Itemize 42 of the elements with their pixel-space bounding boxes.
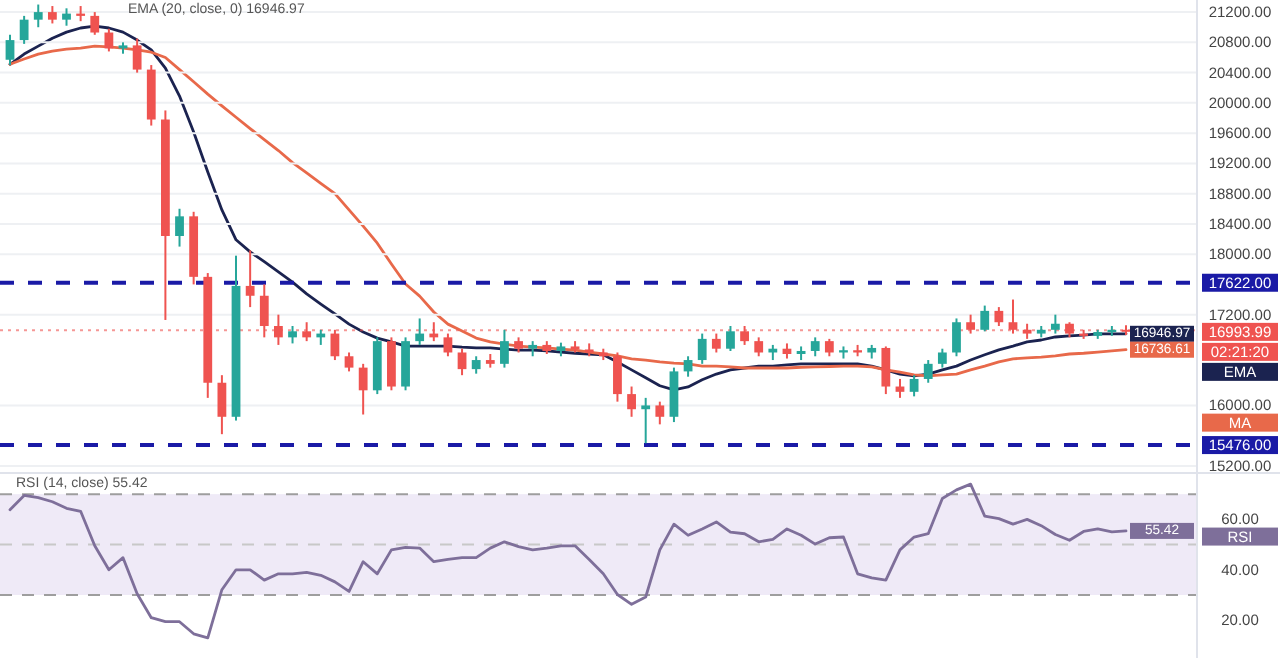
candlestick — [810, 336, 820, 358]
candlestick — [19, 14, 29, 45]
candlestick — [740, 325, 749, 346]
candlestick — [980, 304, 990, 333]
candlestick — [274, 313, 283, 346]
candlestick — [104, 27, 114, 53]
candlestick — [627, 385, 636, 418]
candlestick — [966, 313, 976, 335]
candlestick — [754, 336, 764, 358]
candlestick — [90, 11, 100, 36]
candlestick — [881, 345, 891, 396]
candlestick — [401, 336, 410, 392]
candlestick — [839, 345, 848, 360]
candlestick — [443, 332, 453, 358]
candlestick — [1050, 313, 1060, 335]
candlestick — [669, 366, 679, 424]
candlestick — [415, 317, 425, 346]
candlestick — [302, 321, 312, 343]
candlestick — [697, 332, 707, 365]
candlestick — [33, 3, 43, 29]
candlestick — [245, 249, 255, 309]
candlestick — [358, 362, 368, 416]
candlestick — [344, 351, 354, 373]
candlestick — [259, 283, 269, 339]
candlestick — [726, 325, 735, 352]
candlestick — [711, 332, 721, 354]
candlestick — [175, 207, 184, 248]
candlestick — [387, 336, 396, 392]
candlestick — [613, 351, 622, 403]
candlestick — [500, 328, 509, 369]
candlestick — [909, 374, 919, 398]
candlestick — [5, 33, 15, 67]
candlestick — [641, 396, 651, 445]
candlestick — [1008, 298, 1018, 335]
candlestick — [923, 359, 933, 384]
candlestick — [457, 347, 467, 377]
candlestick — [952, 317, 961, 358]
candlestick — [217, 374, 227, 436]
candlestick — [655, 400, 665, 426]
candlestick — [994, 306, 1004, 328]
candlestick — [132, 37, 142, 74]
candlestick — [937, 347, 947, 369]
